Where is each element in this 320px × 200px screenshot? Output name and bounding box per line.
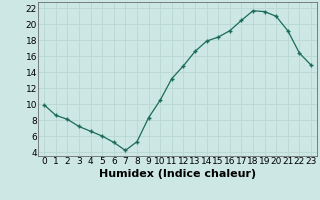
X-axis label: Humidex (Indice chaleur): Humidex (Indice chaleur)	[99, 169, 256, 179]
